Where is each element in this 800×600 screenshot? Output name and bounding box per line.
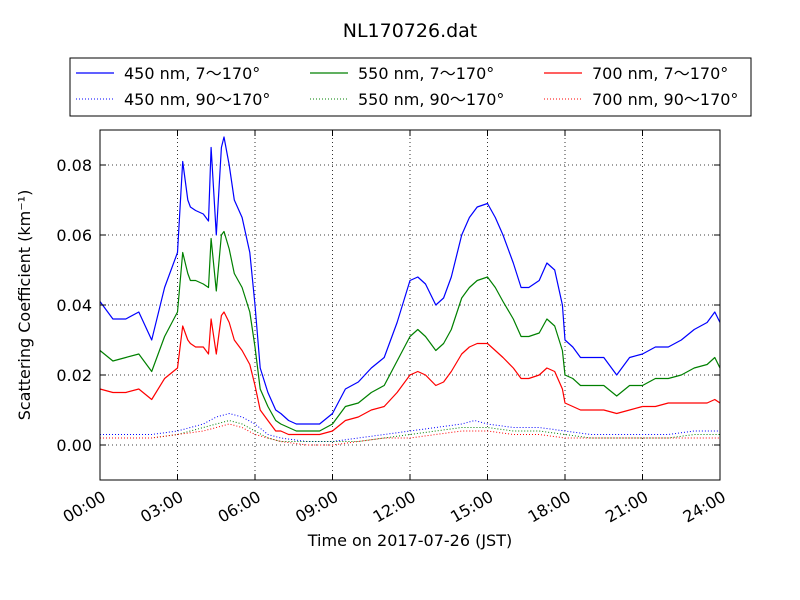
legend-label-4: 450 nm, 90～170° (124, 90, 270, 109)
legend-label-5: 550 nm, 90～170° (358, 90, 504, 109)
y-tick-label: 0.00 (56, 436, 92, 455)
axis-ticks (99, 130, 721, 480)
legend-label-1: 450 nm, 7～170° (124, 64, 260, 83)
series-line-2 (99, 230, 721, 432)
legend-entries: 450 nm, 7～170° 550 nm, 7～170° 700 nm, 7～17… (76, 64, 738, 109)
series-line-5 (100, 420, 720, 442)
series-lines (99, 136, 721, 446)
legend-box (69, 57, 752, 117)
series-line-3 (99, 311, 721, 436)
y-tick-label: 0.06 (56, 226, 92, 245)
y-tick-label: 0.04 (56, 296, 92, 315)
y-tick-labels: 0.00 0.02 0.04 0.06 0.08 (56, 156, 92, 455)
y-tick-label: 0.02 (56, 366, 92, 385)
legend-label-6: 700 nm, 90～170° (592, 90, 738, 109)
y-axis-label: Scattering Coefficient (km⁻¹) (15, 190, 34, 421)
legend-label-2: 550 nm, 7～170° (358, 64, 494, 83)
series-line-1 (99, 136, 721, 425)
legend: 450 nm, 7～170° 550 nm, 7～170° 700 nm, 7～17… (69, 57, 752, 117)
y-tick-label: 0.08 (56, 156, 92, 175)
legend-label-3: 700 nm, 7～170° (592, 64, 728, 83)
x-axis-label: Time on 2017-07-26 (JST) (307, 531, 512, 550)
chart-title: NL170726.dat (343, 20, 478, 42)
series-line-4 (100, 413, 720, 442)
